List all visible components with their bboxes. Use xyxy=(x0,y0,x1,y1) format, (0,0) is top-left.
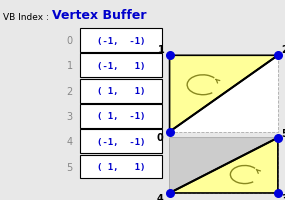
Text: 1: 1 xyxy=(158,45,164,55)
Text: Vertex Buffer: Vertex Buffer xyxy=(52,9,147,22)
Bar xyxy=(170,56,278,132)
Text: ( 1,  -1): ( 1, -1) xyxy=(97,112,145,121)
Bar xyxy=(80,105,162,128)
Point xyxy=(276,136,280,140)
Point xyxy=(167,54,172,58)
Point xyxy=(276,54,280,58)
Point xyxy=(167,191,172,195)
Text: 5: 5 xyxy=(282,128,285,138)
Text: (-1,   1): (-1, 1) xyxy=(97,62,145,70)
Text: 3: 3 xyxy=(67,111,73,121)
Text: 2: 2 xyxy=(282,45,285,55)
Text: 4: 4 xyxy=(67,137,73,147)
Bar xyxy=(80,155,162,179)
Polygon shape xyxy=(170,56,278,132)
Text: 4: 4 xyxy=(156,193,163,200)
Bar xyxy=(170,138,278,193)
Bar xyxy=(80,130,162,153)
Text: 0: 0 xyxy=(156,132,163,142)
Bar xyxy=(80,79,162,103)
Point xyxy=(276,191,280,195)
Text: 3: 3 xyxy=(282,193,285,200)
Text: 5: 5 xyxy=(66,162,73,172)
Text: ( 1,   1): ( 1, 1) xyxy=(97,87,145,96)
Text: 1: 1 xyxy=(67,61,73,71)
Polygon shape xyxy=(170,138,278,193)
Text: 2: 2 xyxy=(66,86,73,96)
Text: (-1,  -1): (-1, -1) xyxy=(97,36,145,45)
Polygon shape xyxy=(170,138,278,193)
Text: 0: 0 xyxy=(67,36,73,46)
Text: (-1,  -1): (-1, -1) xyxy=(97,137,145,146)
Text: ( 1,   1): ( 1, 1) xyxy=(97,162,145,171)
Point xyxy=(167,130,172,134)
Bar xyxy=(80,29,162,53)
Text: VB Index :: VB Index : xyxy=(3,13,49,22)
Bar xyxy=(80,54,162,78)
